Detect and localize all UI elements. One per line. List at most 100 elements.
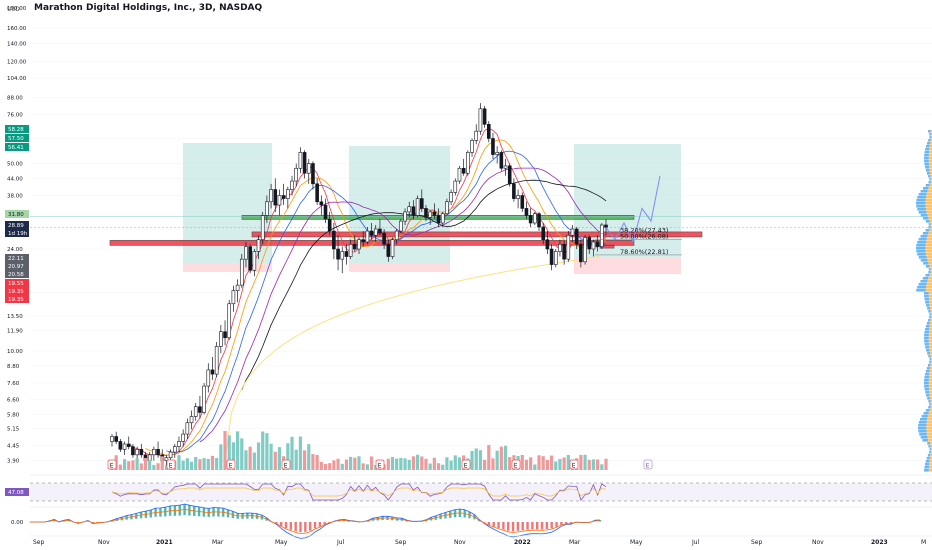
- volume-profile-bar: [927, 397, 931, 400]
- candle-body: [277, 195, 282, 206]
- macd-histogram-bar: [323, 522, 326, 525]
- candle-body: [604, 224, 608, 228]
- volume-profile-bar: [926, 430, 932, 433]
- x-tick-label: 2022: [514, 539, 531, 546]
- volume-bar: [591, 459, 596, 470]
- volume-profile-bar: [924, 295, 929, 298]
- candle-body: [566, 234, 571, 260]
- volume-bar: [596, 459, 600, 470]
- volume-profile-bar: [928, 466, 932, 469]
- volume-profile-bar: [925, 148, 930, 151]
- volume-profile-bar: [917, 196, 927, 199]
- candle-body: [520, 195, 525, 209]
- volume-bar: [474, 448, 478, 470]
- volume-profile-bar: [925, 247, 932, 250]
- candle-body: [306, 163, 311, 174]
- long-position-stop-zone: [349, 263, 450, 272]
- volume-bar: [332, 460, 336, 470]
- volume-profile-bar: [926, 196, 932, 199]
- candle-body: [210, 369, 215, 375]
- volume-profile-bar: [918, 424, 927, 427]
- price-badge: [5, 279, 29, 287]
- volume-bar: [269, 443, 273, 470]
- volume-bar: [256, 442, 261, 470]
- volume-profile-bar: [920, 436, 928, 439]
- volume-profile-bar: [922, 232, 929, 235]
- volume-profile-bar: [929, 313, 932, 316]
- long-position-profit-zone: [574, 144, 681, 258]
- volume-profile-bar: [925, 202, 932, 205]
- volume-profile-bar: [929, 343, 932, 346]
- y-tick-label: 10.00: [7, 349, 23, 355]
- y-tick-label: 8.80: [7, 364, 20, 370]
- support-resistance-zone: [109, 240, 635, 246]
- price-badge: [5, 143, 29, 151]
- macd-histogram-bar: [569, 522, 573, 524]
- candle-body: [365, 230, 370, 243]
- macd-histogram-bar: [531, 522, 534, 530]
- price-badge: [5, 295, 29, 303]
- candle-body: [156, 449, 160, 456]
- volume-profile-bar: [929, 301, 932, 304]
- y-tick-label: 4.45: [7, 443, 20, 449]
- moving-average-line: [241, 179, 607, 390]
- volume-profile-bar: [925, 328, 930, 331]
- macd-histogram-bar: [492, 522, 495, 527]
- candle-body: [583, 237, 587, 263]
- volume-profile-bar: [922, 187, 929, 190]
- volume-profile-bar: [926, 349, 930, 352]
- macd-histogram-bar: [526, 522, 529, 530]
- macd-histogram-bar: [487, 522, 491, 526]
- volume-profile-bar: [926, 367, 930, 370]
- candle-body: [562, 243, 566, 260]
- candle-body: [533, 213, 537, 224]
- macd-histogram-bar: [279, 522, 283, 527]
- candle-body: [193, 406, 198, 417]
- volume-bar: [411, 456, 416, 470]
- volume-profile-bar: [925, 301, 930, 304]
- x-tick-label: Jul: [691, 539, 700, 546]
- macd-histogram-bar: [507, 522, 510, 531]
- candle-body: [507, 165, 512, 185]
- candle-body: [152, 449, 156, 456]
- volume-profile-bar: [920, 214, 928, 217]
- volume-profile-bar: [928, 154, 932, 157]
- volume-profile-bar: [927, 235, 932, 238]
- volume-profile-bar: [930, 226, 932, 229]
- candle-body: [378, 228, 382, 234]
- volume-profile-bar: [924, 376, 929, 379]
- volume-profile-bar: [923, 262, 929, 265]
- volume-profile-bar: [923, 412, 929, 415]
- price-badge-label: 56.41: [8, 145, 24, 151]
- volume-profile-bar: [929, 184, 932, 187]
- macd-histogram-bar: [77, 522, 80, 524]
- volume-bar: [604, 458, 608, 470]
- volume-profile-bar: [926, 241, 932, 244]
- macd-histogram-bar: [564, 522, 568, 524]
- volume-profile-bar: [925, 199, 932, 202]
- volume-profile-bar: [928, 292, 932, 295]
- volume-profile-bar: [930, 364, 932, 367]
- volume-profile-bar: [927, 454, 931, 457]
- candle-body: [440, 213, 445, 224]
- volume-profile-bar: [927, 214, 932, 217]
- volume-bar: [579, 454, 583, 470]
- candle-body: [327, 218, 332, 232]
- macd-histogram-bar: [540, 522, 544, 530]
- volume-bar: [223, 431, 227, 470]
- y-tick-label: 120.00: [7, 60, 27, 66]
- candle-body: [415, 198, 420, 216]
- candle-body: [486, 124, 491, 139]
- candle-body: [369, 230, 374, 236]
- volume-profile-bar: [929, 136, 931, 139]
- volume-profile-bar: [929, 346, 932, 349]
- volume-profile-bar: [927, 307, 931, 310]
- candle-body: [570, 228, 575, 236]
- candle-body: [445, 201, 449, 214]
- earnings-marker-label: E: [514, 463, 518, 470]
- candle-body: [227, 303, 232, 339]
- candle-body: [164, 457, 169, 461]
- volume-profile-bar: [929, 265, 932, 268]
- volume-profile-bar: [930, 181, 932, 184]
